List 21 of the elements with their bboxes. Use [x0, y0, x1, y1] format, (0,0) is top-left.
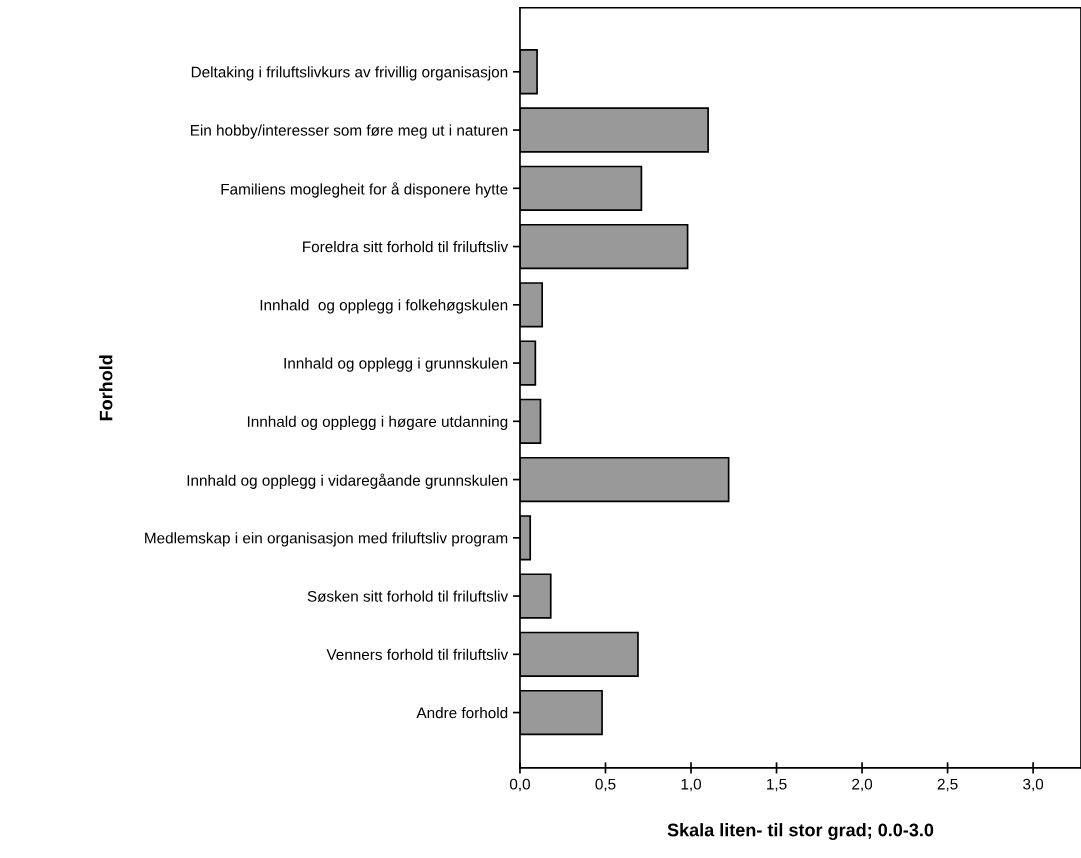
y-tick-label: Familiens moglegheit for å disponere hytte [221, 182, 508, 198]
y-tick-label: Innhald og opplegg i grunnskulen [284, 357, 508, 372]
x-tick-label: 0,0 [509, 778, 530, 792]
y-tick-label: Venners forhold til friluftsliv [326, 648, 509, 660]
x-tick-label: 3,0 [1023, 778, 1044, 792]
y-tick-label: Andre forhold [416, 707, 508, 719]
x-tick-label: 1,5 [767, 778, 787, 792]
y-tick-label: Foreldra sitt forhold til friluftsliv [303, 241, 509, 253]
y-tick-label: Søsken sitt forhold til friluftsliv [307, 590, 509, 602]
x-tick-label: 0,5 [595, 778, 616, 792]
y-axis-title: Forhold [99, 355, 113, 421]
y-tick-label: Innhald og opplegg i høgare utdanning [247, 415, 508, 431]
y-tick-label: Deltaking i friluftslivkurs av frivillig organisasjon [191, 66, 508, 81]
x-tick-label: 1,0 [681, 778, 702, 792]
x-tick-label: 2,5 [937, 778, 958, 792]
y-tick-label: Innhald og opplegg i folkehøgskulen [260, 299, 508, 314]
x-axis-title: Skala liten- til stor grad; 0.0-3.0 [667, 823, 934, 841]
y-tick-label: Medlemskap i ein organisasjon med friluftsliv program [145, 532, 508, 547]
x-tick-label: 2,0 [852, 778, 873, 792]
y-tick-label: Innhald og opplegg i vidaregåande grunnskulen [187, 473, 508, 489]
y-tick-label: Ein hobby/interesser som føre meg ut i naturen [190, 124, 508, 139]
